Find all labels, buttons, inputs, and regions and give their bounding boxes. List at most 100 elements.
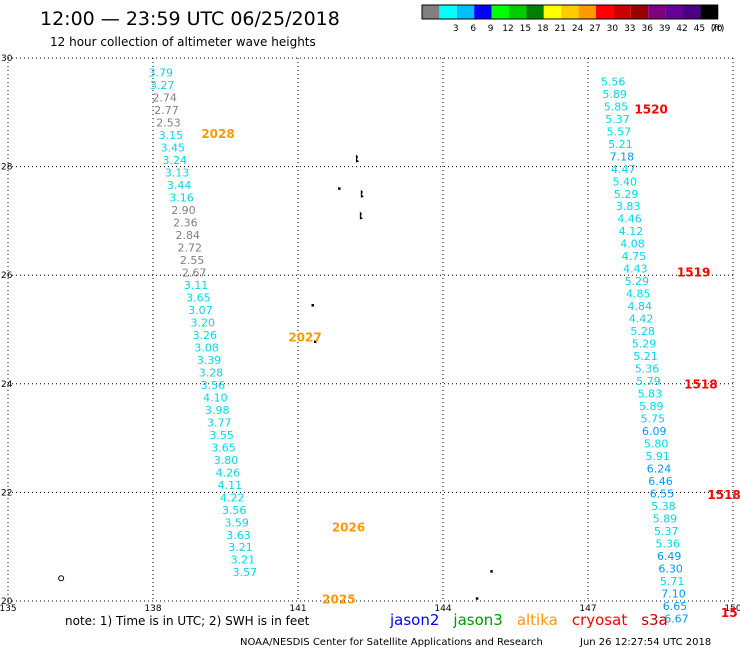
wave-height-label: 4.75 [622, 250, 647, 263]
wave-height-label: 7.10 [661, 587, 686, 600]
legend-swatch [561, 5, 579, 19]
wave-height-label: 4.10 [203, 391, 228, 404]
wave-height-label: 5.89 [639, 400, 664, 413]
pass-time-label: 1519 [677, 265, 710, 279]
wave-height-label: 3.57 [233, 566, 258, 579]
wave-height-label: 5.71 [660, 575, 685, 588]
wave-height-label: 4.11 [218, 479, 243, 492]
wave-height-label: 3.80 [214, 454, 239, 467]
legend-swatch [439, 5, 457, 19]
wave-height-label: 4.85 [626, 288, 651, 301]
wave-height-label: 3.44 [167, 179, 192, 192]
wave-height-label: 3.27 [150, 79, 175, 92]
legend-swatch [613, 5, 631, 19]
x-tick-label: 144 [434, 604, 451, 614]
units-note: note: 1) Time is in UTC; 2) SWH is in fe… [65, 614, 310, 628]
wave-height-label: 3.56 [222, 504, 247, 517]
wave-height-label: 5.83 [638, 388, 663, 401]
wave-height-label: 5.91 [645, 450, 670, 463]
wave-height-label: 4.84 [627, 300, 652, 313]
pass-time-label: 1518 [707, 488, 740, 502]
wave-height-label: 5.85 [604, 100, 629, 113]
wave-height-label: 3.56 [201, 379, 226, 392]
wave-height-label: 3.26 [192, 329, 217, 342]
wave-height-label: 5.57 [607, 125, 632, 138]
wave-height-label: 6.46 [648, 475, 673, 488]
legend-label: 45 [694, 24, 705, 34]
wave-height-label: 4.47 [611, 163, 636, 176]
wave-height-label: 5.29 [614, 188, 639, 201]
legend-swatch [474, 5, 492, 19]
legend-label: 18 [537, 24, 549, 34]
wave-height-label: 3.45 [161, 142, 186, 155]
wave-height-label: 2.72 [177, 242, 202, 255]
x-tick-label: 147 [579, 604, 596, 614]
wave-height-label: 5.37 [654, 525, 679, 538]
wave-height-label: 4.26 [216, 466, 241, 479]
y-tick-label: 20 [1, 597, 13, 607]
wave-height-label: 5.89 [653, 512, 678, 525]
legend-swatch [630, 5, 649, 19]
wave-height-label: 2.55 [180, 254, 205, 267]
legend-label: 36 [641, 24, 653, 34]
wave-height-label: 3.16 [169, 192, 194, 205]
wave-height-label: 3.65 [186, 291, 211, 304]
wave-height-label: 5.38 [651, 500, 676, 513]
satellite-name: jason3 [452, 611, 502, 629]
island-dot [313, 340, 317, 343]
legend-swatch [526, 5, 544, 19]
legend-swatch [596, 5, 614, 19]
pass-time-label: 2026 [332, 521, 365, 535]
x-tick-label: 135 [0, 604, 17, 614]
satellite-name: s3a [641, 611, 668, 629]
x-tick-label: 141 [289, 604, 306, 614]
wave-height-label: 5.28 [630, 325, 655, 338]
wave-height-label: 3.98 [205, 404, 230, 417]
legend-label: 39 [659, 24, 671, 34]
wave-height-label: 2.36 [173, 217, 198, 230]
credit-text: NOAA/NESDIS Center for Satellite Applica… [240, 637, 543, 648]
legend-frame [421, 4, 719, 20]
island-dot [311, 304, 314, 307]
wave-height-label: 5.29 [632, 338, 657, 351]
satellite-tracks: 3.793.272.742.772.533.153.453.243.133.44… [148, 67, 740, 626]
island-dot [475, 597, 479, 600]
satellite-legend: jason2 jason3 altika cryosat s3a [389, 611, 668, 629]
wave-height-label: 2.84 [176, 229, 201, 242]
wave-height-label: 5.37 [605, 113, 630, 126]
legend-swatch [422, 5, 440, 19]
wave-height-label: 4.12 [619, 225, 644, 238]
wave-height-label: 5.79 [636, 375, 661, 388]
pass-time-label: 15 [721, 606, 738, 620]
wave-height-label: 6.67 [664, 612, 689, 625]
legend-swatch [491, 5, 509, 19]
chart-subtitle: 12 hour collection of altimeter wave hei… [50, 35, 316, 49]
wave-height-label: 5.36 [656, 537, 681, 550]
satellite-name: cryosat [572, 611, 627, 629]
wave-height-label: 4.43 [623, 263, 648, 276]
wave-height-label: 3.77 [207, 416, 232, 429]
legend-unit: (ft) [711, 24, 725, 34]
legend-label: 12 [502, 24, 513, 34]
island-shape [356, 154, 359, 163]
wave-height-label: 5.75 [641, 413, 666, 426]
legend-swatch [665, 5, 683, 19]
wave-height-label: 3.39 [197, 354, 222, 367]
chart-title: 12:00 — 23:59 UTC 06/25/2018 [40, 8, 340, 30]
wave-height-label: 3.21 [231, 554, 256, 567]
satellite-name: altika [517, 611, 558, 629]
pass-time-label: 2025 [322, 592, 355, 606]
wave-height-label: 6.24 [647, 463, 672, 476]
legend-swatch [648, 5, 666, 19]
island-ring [58, 575, 65, 582]
legend-label: 30 [607, 24, 619, 34]
wave-height-label: 7.18 [610, 150, 635, 163]
wave-height-label: 5.29 [625, 275, 650, 288]
pass-time-label: 1518 [684, 377, 717, 391]
legend-swatch [683, 5, 701, 19]
x-tick-label: 138 [144, 604, 161, 614]
wave-height-label: 6.65 [663, 600, 688, 613]
wave-height-label: 3.24 [163, 154, 188, 167]
wave-height-label: 6.49 [657, 550, 682, 563]
